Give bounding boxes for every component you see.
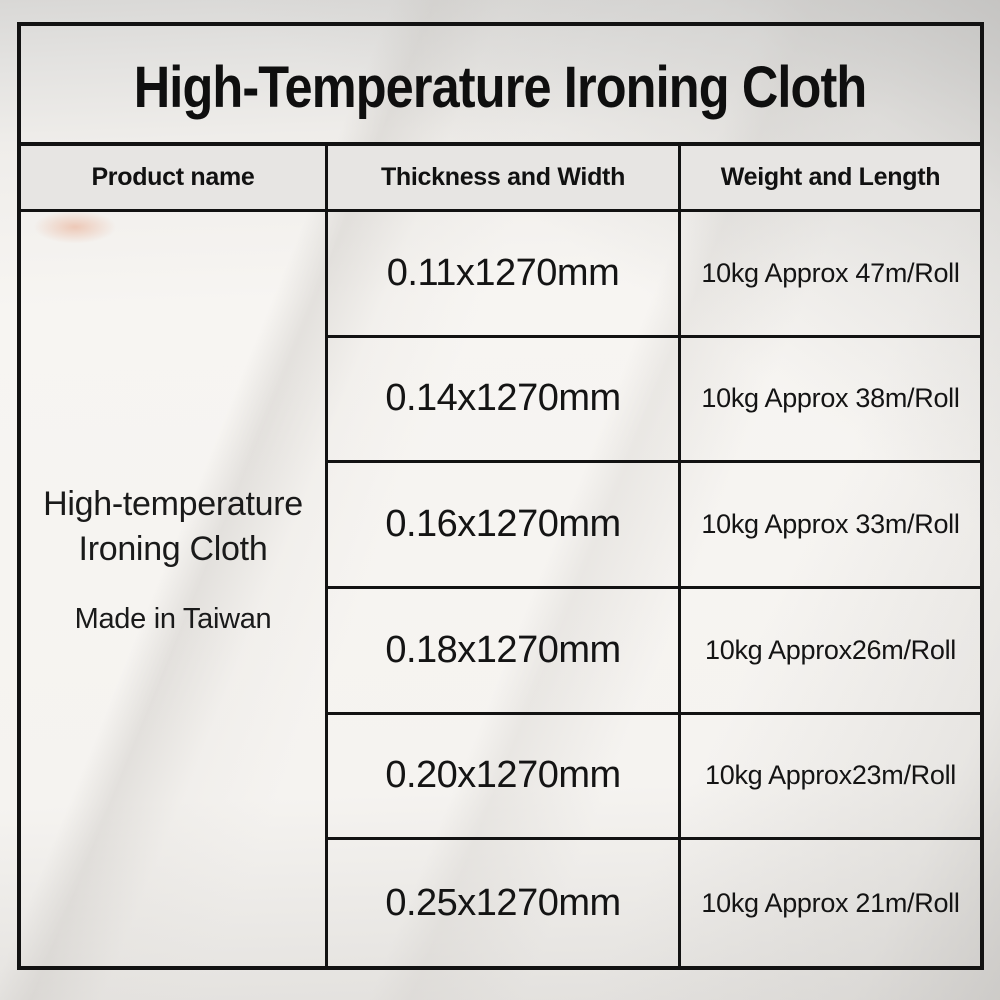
product-name-cell: High-temperature Ironing Cloth Made in T… (21, 212, 328, 966)
title-banner: High-Temperature Ironing Cloth (21, 26, 980, 146)
product-name-line-2: Ironing Cloth (78, 530, 268, 569)
column-header-weight-length: Weight and Length (681, 146, 980, 212)
weight-value: 10kg Approx 21m/Roll (701, 887, 960, 918)
thickness-value: 0.16x1270mm (328, 463, 681, 589)
weight-value: 10kg Approx 33m/Roll (681, 463, 980, 589)
weight-value: 10kg Approx26m/Roll (681, 589, 980, 715)
column-header-thickness-width: Thickness and Width (328, 146, 681, 212)
page-title: High-Temperature Ironing Cloth (134, 54, 868, 120)
product-name-line-1: High-temperature (43, 484, 303, 523)
thickness-value: 0.25x1270mm (328, 840, 681, 966)
spec-table: High-Temperature Ironing Cloth Product n… (17, 22, 984, 970)
weight-value: 10kg Approx23m/Roll (681, 715, 980, 841)
weight-value: 10kg Approx 47m/Roll (681, 212, 980, 338)
thickness-value: 0.20x1270mm (328, 714, 681, 841)
column-header-product-name: Product name (21, 146, 328, 212)
weight-value: 10kg Approx 38m/Roll (681, 338, 980, 464)
product-origin: Made in Taiwan (74, 603, 272, 636)
thickness-value: 0.11x1270mm (328, 212, 681, 338)
thickness-value: 0.14x1270mm (328, 337, 681, 464)
thickness-value: 0.18x1270mm (328, 588, 681, 715)
